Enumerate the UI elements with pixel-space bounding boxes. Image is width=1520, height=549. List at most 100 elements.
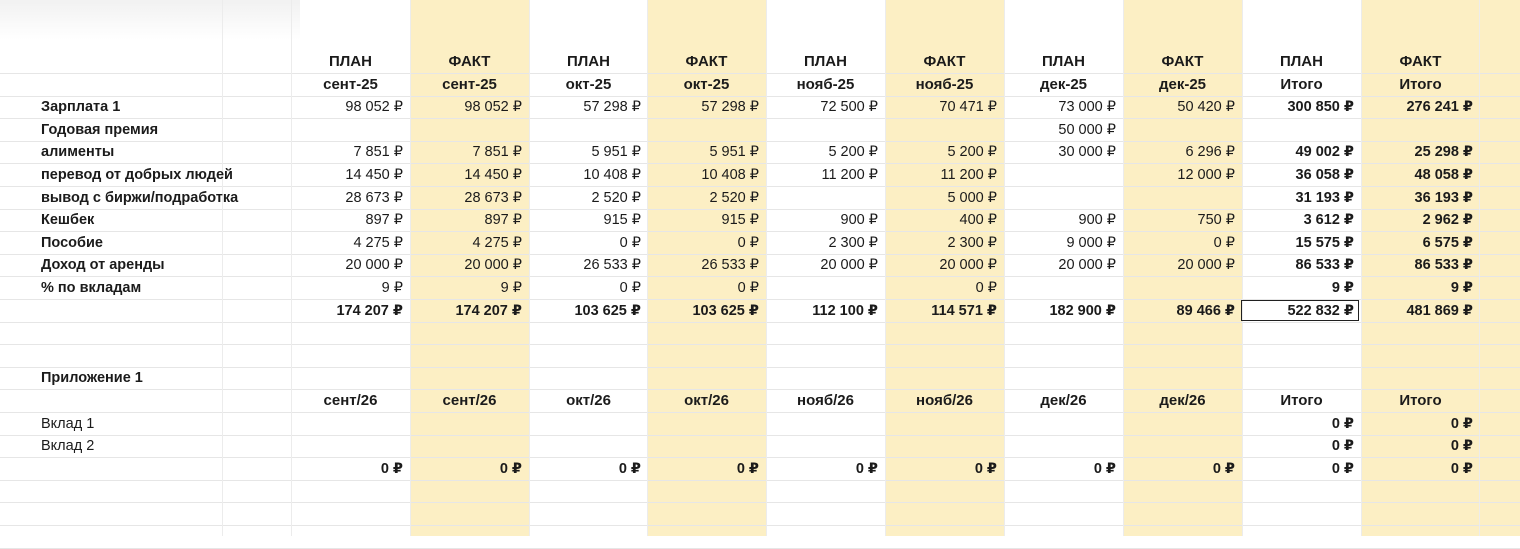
table-cell[interactable]: 20 000 ₽ (820, 257, 878, 273)
table-cell[interactable]: 0 ₽ (1093, 461, 1116, 477)
table-cell[interactable]: 11 200 ₽ (821, 167, 878, 183)
table-cell[interactable]: 48 058 ₽ (1414, 167, 1473, 183)
table-cell[interactable]: 0 ₽ (1450, 416, 1473, 432)
table-cell[interactable]: 20 000 ₽ (939, 257, 997, 273)
table-cell[interactable]: 86 533 ₽ (1414, 257, 1473, 273)
table-cell[interactable]: 20 000 ₽ (1058, 257, 1116, 273)
table-cell[interactable]: 3 612 ₽ (1303, 212, 1354, 228)
table-cell[interactable]: 2 520 ₽ (591, 190, 641, 206)
table-cell[interactable]: 750 ₽ (1197, 212, 1235, 228)
table-cell[interactable]: 20 000 ₽ (1177, 257, 1235, 273)
table-cell[interactable]: 897 ₽ (365, 212, 403, 228)
column-kind-header[interactable]: ПЛАН (567, 53, 610, 70)
table-cell[interactable]: 900 ₽ (1078, 212, 1116, 228)
table-cell[interactable]: 897 ₽ (484, 212, 522, 228)
table-cell[interactable]: 0 ₽ (619, 280, 641, 296)
table-cell[interactable]: 400 ₽ (959, 212, 997, 228)
appendix-period-header[interactable]: Итого (1280, 392, 1323, 409)
table-cell[interactable]: 12 000 ₽ (1177, 167, 1235, 183)
appendix-period-header[interactable]: сент/26 (323, 392, 378, 409)
table-cell[interactable]: 0 ₽ (380, 461, 403, 477)
table-cell[interactable]: 2 300 ₽ (828, 235, 878, 251)
table-cell[interactable]: 481 869 ₽ (1406, 303, 1473, 319)
table-cell[interactable]: 98 052 ₽ (464, 99, 522, 115)
table-cell[interactable]: 0 ₽ (1213, 235, 1235, 251)
column-kind-header[interactable]: ФАКТ (448, 53, 491, 70)
table-cell[interactable]: 900 ₽ (840, 212, 878, 228)
table-cell[interactable]: 0 ₽ (855, 461, 878, 477)
table-cell[interactable]: 182 900 ₽ (1049, 303, 1116, 319)
appendix-period-header[interactable]: нояб/26 (916, 392, 973, 409)
table-cell[interactable]: 2 300 ₽ (947, 235, 997, 251)
table-cell[interactable]: 28 673 ₽ (345, 190, 403, 206)
table-cell[interactable]: 31 193 ₽ (1295, 190, 1354, 206)
table-cell[interactable]: 11 200 ₽ (940, 167, 997, 183)
appendix-row-label[interactable]: Вклад 2 (41, 438, 95, 454)
table-cell[interactable]: 6 296 ₽ (1185, 144, 1235, 160)
table-cell[interactable]: 50 420 ₽ (1177, 99, 1235, 115)
table-cell[interactable]: 2 520 ₽ (709, 190, 759, 206)
table-cell[interactable]: 9 ₽ (500, 280, 522, 296)
table-cell[interactable]: 73 000 ₽ (1058, 99, 1116, 115)
column-kind-header[interactable]: ФАКТ (1161, 53, 1204, 70)
table-cell[interactable]: 0 ₽ (1331, 461, 1354, 477)
table-cell[interactable]: 522 832 ₽ (1287, 303, 1354, 319)
table-cell[interactable]: 0 ₽ (499, 461, 522, 477)
table-cell[interactable]: 98 052 ₽ (345, 99, 403, 115)
table-cell[interactable]: 300 850 ₽ (1287, 99, 1354, 115)
table-cell[interactable]: 5 200 ₽ (947, 144, 997, 160)
table-cell[interactable]: 4 275 ₽ (353, 235, 403, 251)
table-cell[interactable]: 30 000 ₽ (1058, 144, 1116, 160)
table-cell[interactable]: 70 471 ₽ (939, 99, 997, 115)
column-period-header[interactable]: сент-25 (442, 76, 497, 93)
table-cell[interactable]: 9 ₽ (1331, 280, 1354, 296)
table-cell[interactable]: 7 851 ₽ (472, 144, 522, 160)
table-cell[interactable]: 36 193 ₽ (1414, 190, 1473, 206)
row-label[interactable]: вывод с биржи/подработка (41, 190, 239, 206)
table-cell[interactable]: 20 000 ₽ (464, 257, 522, 273)
table-cell[interactable]: 57 298 ₽ (701, 99, 759, 115)
table-cell[interactable]: 0 ₽ (1450, 438, 1473, 454)
table-cell[interactable]: 114 571 ₽ (931, 303, 997, 319)
table-cell[interactable]: 0 ₽ (736, 461, 759, 477)
table-cell[interactable]: 915 ₽ (721, 212, 759, 228)
appendix-period-header[interactable]: дек/26 (1159, 392, 1206, 409)
row-label[interactable]: Зарплата 1 (41, 99, 121, 115)
table-cell[interactable]: 7 851 ₽ (353, 144, 403, 160)
table-cell[interactable]: 57 298 ₽ (583, 99, 641, 115)
table-cell[interactable]: 14 450 ₽ (345, 167, 403, 183)
row-label[interactable]: % по вкладам (41, 280, 142, 296)
table-cell[interactable]: 4 275 ₽ (472, 235, 522, 251)
column-kind-header[interactable]: ФАКТ (1399, 53, 1442, 70)
table-cell[interactable]: 0 ₽ (1331, 416, 1354, 432)
table-cell[interactable]: 5 000 ₽ (947, 190, 997, 206)
table-cell[interactable]: 2 962 ₽ (1422, 212, 1473, 228)
table-cell[interactable]: 25 298 ₽ (1414, 144, 1473, 160)
table-cell[interactable]: 9 ₽ (1450, 280, 1473, 296)
column-kind-header[interactable]: ФАКТ (923, 53, 966, 70)
table-cell[interactable]: 0 ₽ (1450, 461, 1473, 477)
appendix-title[interactable]: Приложение 1 (41, 370, 143, 386)
table-cell[interactable]: 0 ₽ (737, 280, 759, 296)
column-period-header[interactable]: Итого (1280, 76, 1323, 93)
table-cell[interactable]: 0 ₽ (619, 235, 641, 251)
column-period-header[interactable]: дек-25 (1039, 76, 1088, 93)
table-cell[interactable]: 28 673 ₽ (464, 190, 522, 206)
row-label[interactable]: Кешбек (41, 212, 95, 228)
table-cell[interactable]: 26 533 ₽ (583, 257, 641, 273)
table-cell[interactable]: 0 ₽ (975, 280, 997, 296)
column-period-header[interactable]: дек-25 (1158, 76, 1207, 93)
column-period-header[interactable]: сент-25 (323, 76, 378, 93)
table-cell[interactable]: 112 100 ₽ (812, 303, 878, 319)
column-kind-header[interactable]: ПЛАН (329, 53, 372, 70)
column-kind-header[interactable]: ПЛАН (1280, 53, 1323, 70)
column-period-header[interactable]: окт-25 (565, 76, 612, 93)
column-period-header[interactable]: Итого (1399, 76, 1442, 93)
appendix-period-header[interactable]: окт/26 (684, 392, 729, 409)
table-cell[interactable]: 174 207 ₽ (336, 303, 403, 319)
appendix-period-header[interactable]: нояб/26 (797, 392, 854, 409)
table-cell[interactable]: 5 951 ₽ (709, 144, 759, 160)
appendix-period-header[interactable]: Итого (1399, 392, 1442, 409)
table-cell[interactable]: 0 ₽ (1212, 461, 1235, 477)
table-cell[interactable]: 0 ₽ (1331, 438, 1354, 454)
